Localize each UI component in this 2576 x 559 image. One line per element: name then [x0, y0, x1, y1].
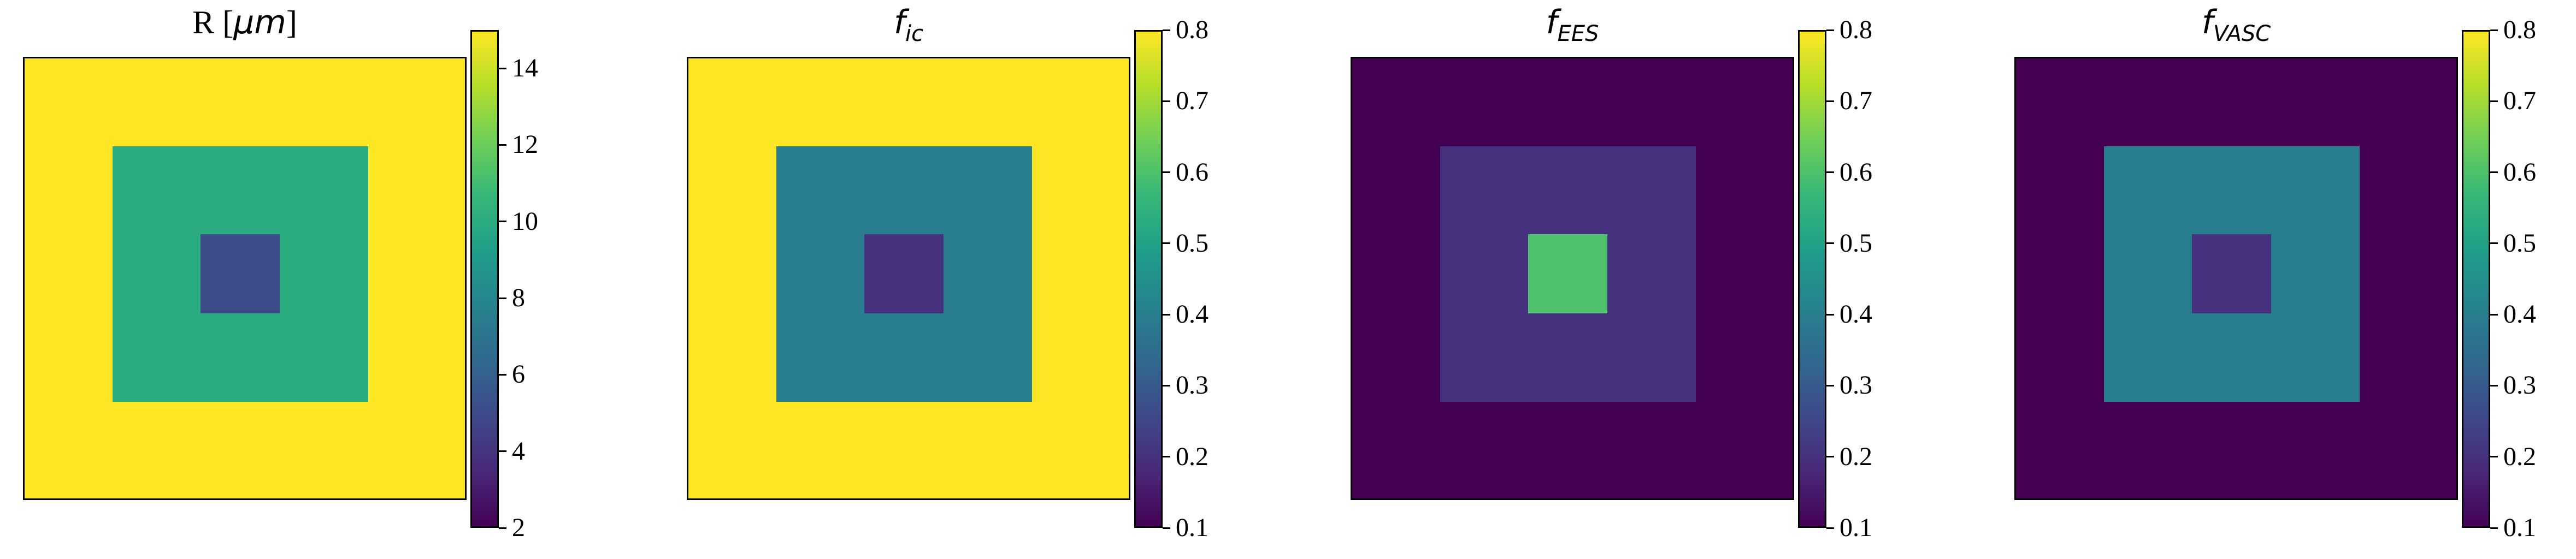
colorbar	[1134, 30, 1163, 528]
colorbar-tick-label: 0.6	[1176, 157, 1209, 187]
colorbar-tick	[1826, 29, 1834, 31]
colorbar-tick	[1163, 456, 1170, 458]
colorbar-tick-label: 0.5	[1176, 228, 1209, 258]
colorbar-tick-label: 0.8	[1176, 15, 1209, 44]
region-inner	[864, 234, 944, 314]
colorbar-tick-label: 0.1	[2503, 513, 2536, 542]
colorbar-tick	[2490, 100, 2498, 102]
colorbar-tick-label: 2	[512, 513, 525, 542]
colorbar-tick	[1163, 242, 1170, 245]
heatmap-image	[2014, 57, 2458, 500]
colorbar-tick	[2490, 171, 2498, 174]
title-bracket: ]	[286, 4, 297, 40]
colorbar-tick	[1163, 384, 1170, 386]
colorbar-tick-label: 0.8	[1840, 15, 1872, 44]
title-unit: μm	[233, 3, 286, 41]
colorbar	[1798, 30, 1826, 528]
colorbar-tick	[2490, 242, 2498, 245]
colorbar-tick-label: 0.2	[2503, 442, 2536, 471]
region-inner	[201, 234, 280, 314]
heatmap-image	[687, 57, 1130, 500]
colorbar-tick	[499, 221, 506, 223]
panel-f-ees: fEES 0.1 0.2 0.3 0.4 0.5 0.6 0.7 0.8	[1328, 0, 1912, 559]
colorbar-tick-label: 0.3	[1176, 371, 1209, 400]
colorbar-tick-label: 0.8	[2503, 15, 2536, 44]
colorbar-tick	[2490, 29, 2498, 31]
colorbar-tick-label: 10	[512, 206, 538, 236]
colorbar-tick-label: 14	[512, 53, 538, 83]
colorbar-tick-label: 0.6	[2503, 157, 2536, 187]
colorbar-tick	[1163, 313, 1170, 316]
colorbar-tick	[2490, 456, 2498, 458]
colorbar-tick	[1163, 527, 1170, 529]
panel-radius: R [μm] 2 4 6 8 10 12 14	[0, 0, 585, 559]
colorbar-tick-label: 0.5	[1840, 228, 1872, 258]
colorbar-tick-label: 0.1	[1840, 513, 1872, 542]
title-text: f	[1546, 3, 1558, 41]
colorbar-tick	[499, 450, 506, 453]
title-text: f	[2201, 3, 2213, 41]
title-text: R [	[192, 4, 234, 40]
colorbar-tick-label: 8	[512, 283, 525, 313]
panel-title: fEES	[1546, 3, 1599, 46]
region-inner	[2192, 234, 2272, 314]
colorbar-tick	[499, 373, 506, 376]
colorbar-tick-label: 0.4	[1840, 300, 1872, 329]
panel-title: fic	[894, 3, 923, 46]
colorbar-tick	[1826, 456, 1834, 458]
colorbar-tick-label: 0.5	[2503, 228, 2536, 258]
colorbar-tick-label: 0.3	[1840, 371, 1872, 400]
title-subscript: ic	[905, 21, 924, 46]
panel-title: R [μm]	[192, 3, 297, 41]
colorbar-tick-label: 0.2	[1176, 442, 1209, 471]
colorbar-tick	[499, 67, 506, 69]
colorbar-tick	[1826, 527, 1834, 529]
region-inner	[1528, 234, 1608, 314]
colorbar	[2462, 30, 2490, 528]
colorbar	[470, 30, 499, 528]
heatmap-image	[23, 57, 467, 500]
colorbar-tick-label: 0.7	[1840, 86, 1872, 116]
colorbar-tick-label: 0.4	[1176, 300, 1209, 329]
panel-f-vasc: fVASC 0.1 0.2 0.3 0.4 0.5 0.6 0.7 0.8	[1991, 0, 2576, 559]
panel-f-ic: fic 0.1 0.2 0.3 0.4 0.5 0.6 0.7 0.8	[664, 0, 1248, 559]
colorbar-tick	[499, 144, 506, 146]
panel-title: fVASC	[2202, 3, 2271, 46]
title-subscript: EES	[1557, 21, 1599, 46]
colorbar-tick	[1826, 171, 1834, 174]
heatmap-image	[1351, 57, 1794, 500]
colorbar-tick-label: 6	[512, 360, 525, 389]
colorbar-tick	[1163, 100, 1170, 102]
colorbar-tick	[1826, 313, 1834, 316]
colorbar-tick	[2490, 313, 2498, 316]
colorbar-tick	[499, 297, 506, 299]
colorbar-tick	[1826, 100, 1834, 102]
colorbar-tick	[2490, 384, 2498, 386]
title-text: f	[893, 3, 906, 41]
colorbar-tick	[1163, 171, 1170, 174]
title-subscript: VASC	[2213, 21, 2271, 46]
colorbar-tick-label: 0.3	[2503, 371, 2536, 400]
colorbar-tick-label: 0.1	[1176, 513, 1209, 542]
colorbar-tick-label: 0.7	[1176, 86, 1209, 116]
colorbar-tick	[1826, 242, 1834, 245]
colorbar-tick-label: 0.6	[1840, 157, 1872, 187]
colorbar-tick	[1163, 29, 1170, 31]
colorbar-tick-label: 0.2	[1840, 442, 1872, 471]
colorbar-tick-label: 0.4	[2503, 300, 2536, 329]
colorbar-tick-label: 4	[512, 436, 525, 466]
colorbar-tick	[499, 527, 506, 529]
colorbar-tick-label: 12	[512, 130, 538, 159]
colorbar-tick	[1826, 384, 1834, 386]
colorbar-tick	[2490, 527, 2498, 529]
colorbar-tick-label: 0.7	[2503, 86, 2536, 116]
